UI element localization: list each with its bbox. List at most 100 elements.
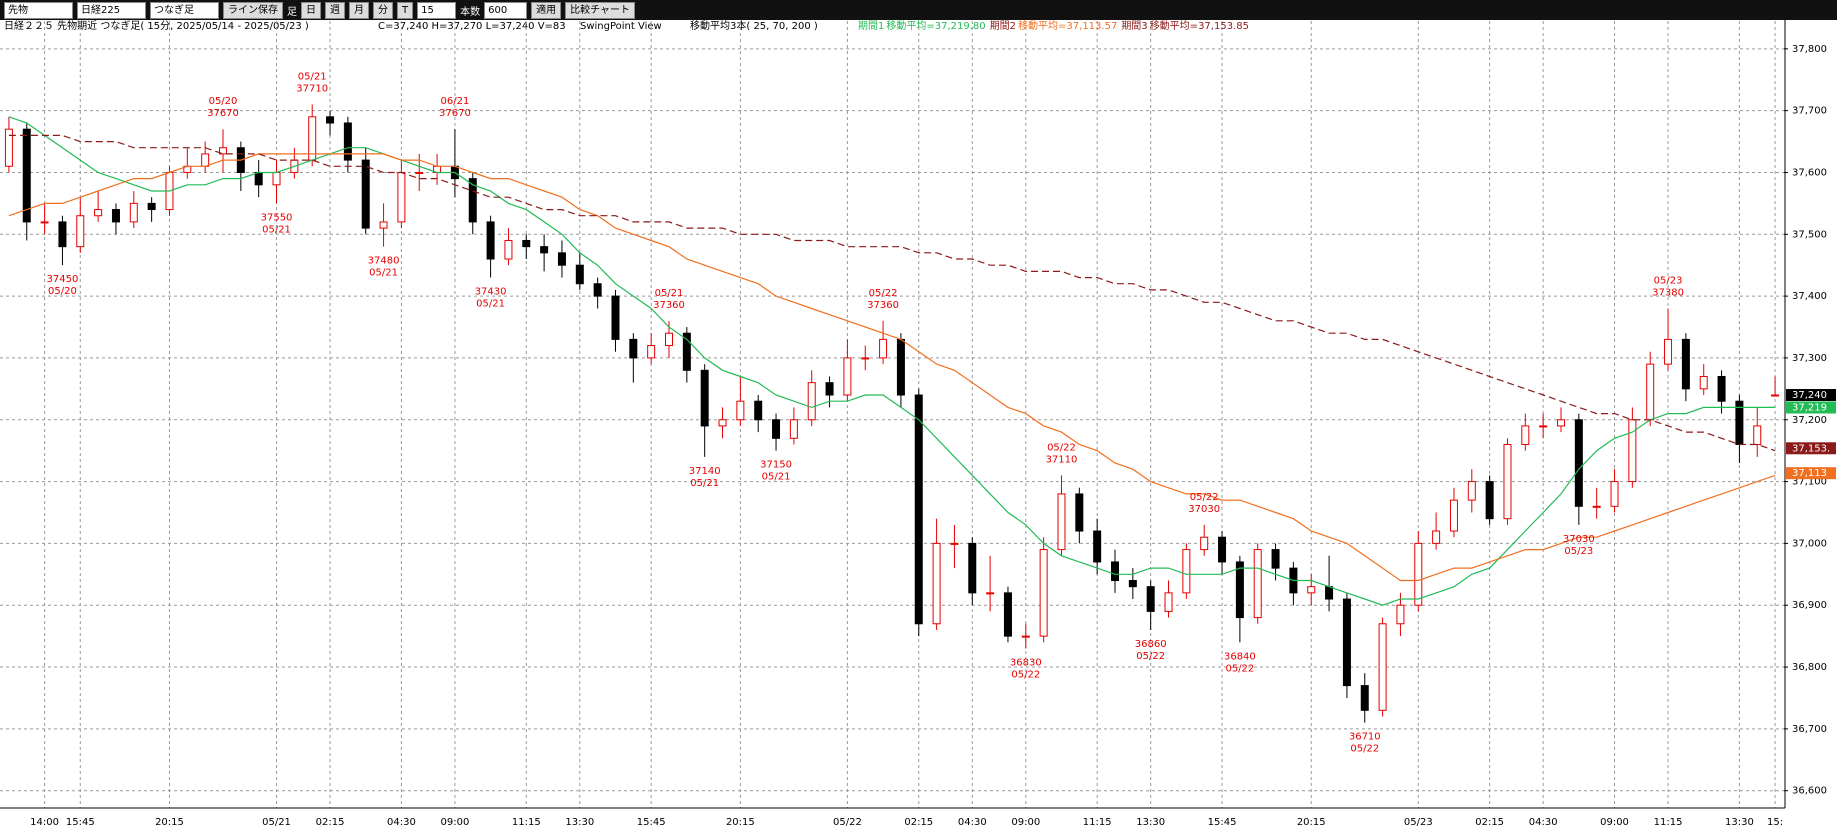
y-tick-label: 37,700 [1792,106,1827,117]
swing-label: 05/22 [1225,663,1254,674]
candle-body [111,209,120,223]
x-tick-label: 13:30 [565,817,594,828]
x-tick-label: 11:15 [1654,817,1683,828]
dropdown[interactable]: 先物 [4,1,73,19]
button[interactable]: 分 [373,1,393,19]
candle-body [772,419,781,439]
candle-body [397,171,406,223]
swing-label: 37710 [296,83,328,94]
y-tick-label: 37,100 [1792,477,1827,488]
candle-body [1557,419,1565,427]
candle-body [1396,604,1405,625]
swing-label: 05/21 [262,224,291,235]
x-tick-label: 04:30 [1529,817,1558,828]
input[interactable]: 600 [484,1,528,19]
candle-body [557,252,566,266]
ma-line [8,153,1776,582]
candle-body [1111,561,1119,581]
candle-body [1164,592,1173,612]
x-tick-label: 20:15 [726,817,755,828]
swing-label: 36840 [1224,651,1256,662]
candle-body [522,239,531,248]
button[interactable]: 日 [301,1,321,19]
candle-body [76,215,85,248]
y-tick-label: 37,600 [1792,167,1827,178]
price-marker-label: 37,219 [1792,403,1827,414]
button[interactable]: 週 [325,1,345,19]
candle-body [1521,425,1530,445]
button[interactable]: 適用 [531,1,562,19]
swing-label: 05/21 [762,472,791,483]
y-tick-label: 37,200 [1792,415,1827,426]
candle-body [1075,493,1084,532]
candle-body [1414,542,1423,606]
x-tick-label: 11:15 [1083,817,1112,828]
swing-label: 05/22 [1190,492,1219,503]
swing-label: 05/21 [690,478,719,489]
candle-body [1717,375,1726,402]
swing-label: 05/21 [369,268,398,279]
button[interactable]: T [397,1,414,19]
button[interactable]: 比較チャート [565,1,636,19]
candle-body [1039,549,1048,637]
y-tick-label: 37,300 [1792,353,1827,364]
button[interactable]: ライン保存 [223,1,283,19]
candle-body [896,338,905,396]
swing-label: 37360 [653,300,685,311]
candle-body [1539,425,1548,428]
candle-body [1342,598,1351,687]
candle-body [968,542,977,594]
swing-label: 05/22 [1350,744,1379,755]
x-tick-label: 11:15 [512,817,541,828]
candle-body [843,357,852,396]
candle-body [647,345,656,359]
swing-label: 37150 [760,460,792,471]
button[interactable]: 月 [349,1,369,19]
x-tick-label: 13:30 [1136,817,1165,828]
swing-label: 37450 [47,274,79,285]
price-marker [1786,389,1836,402]
candle-body [1467,481,1476,501]
swing-label: 37110 [1046,454,1078,465]
swing-label: 36830 [1010,657,1042,668]
candle-body [58,221,67,248]
candle-body [914,394,923,625]
x-tick-label: 13:30 [1725,817,1754,828]
candle-body [468,178,477,223]
candle-body [986,592,995,595]
candle-body [754,400,763,421]
swing-label: 05/21 [655,288,684,299]
candle-body [129,202,138,223]
swing-label: 37140 [689,466,721,477]
candle-body [700,369,709,427]
y-tick-label: 36,600 [1792,786,1827,797]
candle-body [861,357,870,360]
swing-label: 05/22 [1047,442,1076,453]
x-tick-label: 09:00 [1011,817,1040,828]
candle-body [1146,586,1155,612]
ohlc-info: C=37,240 H=37,270 L=37,240 V=83 [378,21,566,32]
swing-label: 37030 [1563,534,1595,545]
legend-name: 期間3 [1121,20,1147,32]
candle-body [219,147,227,155]
candle-body [504,239,513,260]
legend-value: 移動平均=37,113.57 [1018,20,1117,32]
candle-body [1200,536,1209,551]
x-tick-label: 05/22 [833,817,862,828]
candle-body [1253,549,1262,619]
candle-body [1699,375,1708,390]
candle-body [682,332,691,371]
candle-body [1003,592,1012,637]
x-tick-label: 04:30 [387,817,416,828]
chart: 日経２２５ 先物期近 つなぎ足( 15分, 2025/05/14 - 2025/… [0,20,1836,828]
input[interactable]: 15 [417,1,457,19]
candle-body [593,283,602,297]
candle-body [343,122,352,161]
swing-label: 37670 [439,108,471,119]
candle-body [789,419,798,439]
dropdown[interactable]: 日経225 [77,1,146,19]
dropdown[interactable]: つなぎ足 [150,1,219,19]
swing-label: 37360 [867,300,899,311]
x-tick-label: 15: [1767,817,1783,828]
candle-body [1021,635,1030,638]
